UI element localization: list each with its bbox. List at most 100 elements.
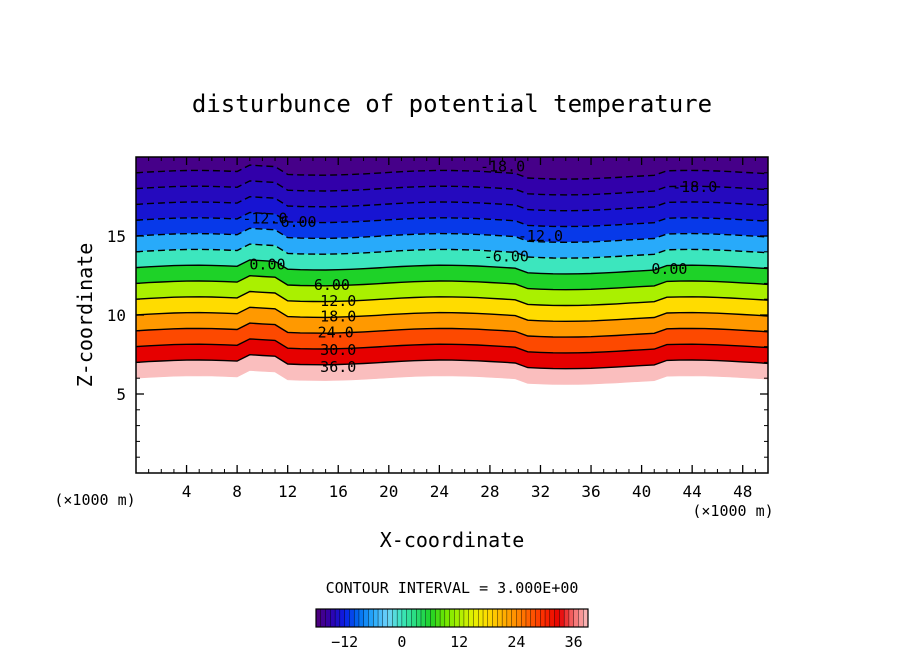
colorbar-cell: [377, 608, 384, 628]
y-axis-label: Z-coordinate: [73, 243, 97, 388]
contour-line: [136, 164, 768, 180]
contour-label: -6.00: [484, 248, 529, 266]
colorbar-cell: [535, 608, 541, 628]
contour-label: 18.0: [320, 308, 356, 326]
colorbar-cell: [554, 608, 560, 628]
contour-line: [136, 353, 768, 370]
colorbar-cell: [578, 608, 584, 628]
colorbar-cell: [363, 608, 369, 628]
colorbar-cell: [520, 608, 527, 628]
contour-labels: -18.0-18.0-12.0-6.00-12.0-6.000.00 0.006.…: [242, 157, 717, 376]
colorbar-cell: [487, 608, 494, 628]
chart-title: disturbunce of potential temperature: [192, 90, 712, 118]
colorbar-cell: [449, 608, 455, 628]
contour-label: -18.0: [672, 178, 717, 196]
colorbar-cell: [525, 608, 532, 628]
colorbar-cell: [506, 608, 513, 628]
contour-line: [136, 290, 768, 307]
contour-label: 0.00: [249, 255, 285, 273]
colorbar-cell: [392, 608, 398, 628]
colorbar-cell: [430, 608, 436, 628]
colorbar-cell: [425, 608, 432, 628]
x-tick-label: 40: [632, 482, 651, 501]
contour-label: 36.0: [320, 358, 356, 376]
y-tick-label: 10: [107, 306, 126, 325]
colorbar-cell: [563, 608, 570, 628]
x-tick-label: 20: [379, 482, 398, 501]
colorbar-cell: [482, 608, 489, 628]
colorbar-cell: [325, 608, 331, 628]
colorbar-tick-label: 12: [450, 633, 468, 651]
colorbar-cell: [339, 608, 346, 628]
contour-label: -12.0: [518, 227, 563, 245]
colorbar-cell: [344, 608, 350, 628]
colorbar-cell: [401, 608, 408, 628]
colorbar-cell: [411, 608, 417, 628]
colorbar-cell: [330, 608, 336, 628]
colorbar-cell: [463, 608, 470, 628]
colorbar-cell: [439, 608, 446, 628]
contour-line: [136, 180, 768, 196]
x-tick-label: 16: [329, 482, 348, 501]
x-unit-right: (×1000 m): [692, 502, 773, 520]
colorbar-cell: [420, 608, 427, 628]
colorbar-cell: [516, 608, 522, 628]
colorbar-cell: [373, 608, 379, 628]
contour-line: [136, 195, 768, 212]
colorbar-tick-label: 24: [507, 633, 525, 651]
colorbar-cell: [334, 608, 341, 628]
colorbar-cell: [382, 608, 389, 628]
colorbar-cell: [511, 608, 517, 628]
contour-line: [136, 322, 768, 338]
colorbar-tick-label: 0: [397, 633, 406, 651]
colorbar-cell: [349, 608, 355, 628]
colorbar-cell: [454, 608, 460, 628]
colorbar-cell: [416, 608, 422, 628]
contour-line: [136, 306, 768, 323]
colorbar-cell: [559, 608, 565, 628]
colorbar-cell: [368, 608, 374, 628]
colorbar-cell: [473, 608, 479, 628]
colorbar-cell: [568, 608, 575, 628]
colorbar-cell: [549, 608, 556, 628]
y-tick-label: 5: [116, 385, 126, 404]
contour-line: [136, 227, 768, 244]
contour-line: [136, 243, 768, 259]
colorbar-frame: [315, 608, 589, 628]
colorbar-cell: [396, 608, 403, 628]
x-tick-label: 36: [581, 482, 600, 501]
colorbar-tick-label: 36: [565, 633, 583, 651]
colorbar-cell: [501, 608, 508, 628]
colorbar-cell: [478, 608, 484, 628]
contour-interval-text: CONTOUR INTERVAL = 3.000E+00: [326, 579, 579, 597]
contour-label: 30.0: [320, 341, 356, 359]
x-tick-label: 32: [531, 482, 550, 501]
colorbar-cell: [406, 608, 412, 628]
x-tick-label: 8: [232, 482, 242, 501]
contour-line: [136, 259, 768, 275]
colorbar-cell: [540, 608, 546, 628]
colorbar-cell: [353, 608, 360, 628]
x-axis: 4 8 12 16 20 24 28 32 36 40 44 48: [148, 157, 756, 501]
x-tick-label: 48: [733, 482, 752, 501]
contour-label: 6.00: [314, 276, 350, 294]
colorbar-tick-label: −12: [331, 633, 358, 651]
plot-area: -18.0-18.0-12.0-6.00-12.0-6.000.00 0.006.…: [136, 157, 768, 473]
colorbar-cell: [497, 608, 503, 628]
contour-line: [136, 274, 768, 291]
x-tick-label: 12: [278, 482, 297, 501]
x-tick-label: 28: [480, 482, 499, 501]
colorbar-cell: [458, 608, 465, 628]
colorbar-cell: [492, 608, 498, 628]
colorbar-cell: [573, 608, 579, 628]
contour-lines: [136, 164, 768, 370]
x-axis-label: X-coordinate: [380, 528, 525, 552]
contour-label: 24.0: [318, 323, 354, 341]
x-tick-label: 44: [683, 482, 702, 501]
colorbar-cell: [444, 608, 451, 628]
contour-label: -18.0: [480, 157, 525, 175]
contour-label: 0.00: [651, 260, 687, 278]
contour-line: [136, 338, 768, 354]
x-unit-left: (×1000 m): [54, 491, 135, 509]
